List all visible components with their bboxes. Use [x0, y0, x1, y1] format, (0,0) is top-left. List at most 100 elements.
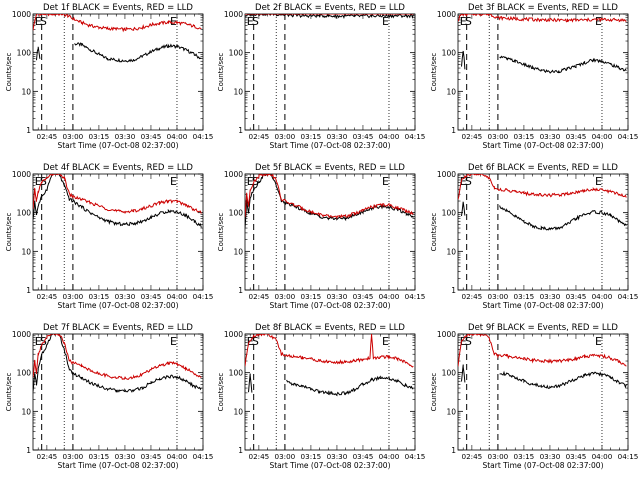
x-tick-label: 02:45: [249, 452, 270, 461]
y-axis-title: Counts/sec: [430, 53, 438, 92]
y-tick-label: 1: [26, 446, 31, 455]
y-axis-title: Counts/sec: [430, 373, 438, 412]
y-tick-label: 10: [446, 87, 456, 96]
lld-series-line: [458, 334, 627, 367]
x-tick-label: 03:00: [275, 292, 296, 301]
y-tick-label: 100: [17, 49, 32, 58]
x-tick-label: 03:00: [488, 452, 509, 461]
y-tick-label: 10: [446, 247, 456, 256]
x-tick-label: 03:45: [141, 452, 162, 461]
y-tick-label: 10: [233, 247, 243, 256]
y-tick-label: 1000: [437, 170, 456, 179]
event-marker-label: E: [35, 15, 42, 28]
event-marker-label: E: [595, 15, 602, 28]
x-tick-label: 03:15: [301, 452, 322, 461]
y-axis-title: Counts/sec: [5, 53, 13, 92]
event-marker-label: S: [252, 15, 259, 28]
x-tick-label: 03:15: [514, 452, 535, 461]
y-axis-title: Counts/sec: [430, 213, 438, 252]
y-axis-title: Counts/sec: [217, 213, 225, 252]
x-tick-label: 04:00: [167, 292, 188, 301]
y-tick-label: 10: [21, 247, 31, 256]
y-tick-label: 1: [451, 126, 456, 135]
y-tick-label: 1000: [437, 10, 456, 19]
x-axis-title: Start Time (07-Oct-08 02:37:00): [57, 141, 178, 150]
x-tick-label: 03:15: [301, 292, 322, 301]
y-tick-label: 100: [229, 49, 244, 58]
event-marker-label: E: [595, 175, 602, 188]
x-tick-label: 04:00: [592, 452, 613, 461]
event-marker-label: S: [40, 335, 47, 348]
y-tick-label: 1: [238, 446, 243, 455]
y-tick-label: 10: [233, 87, 243, 96]
x-tick-label: 03:15: [514, 292, 535, 301]
x-tick-label: 04:15: [405, 292, 426, 301]
x-axis-title: Start Time (07-Oct-08 02:37:00): [57, 301, 178, 310]
y-tick-label: 1: [26, 286, 31, 295]
panel-title: Det 7f BLACK = Events, RED = LLD: [43, 323, 193, 333]
detector-panel: Det 9f BLACK = Events, RED = LLD 1 10 100 10…: [430, 323, 638, 470]
plot-frame: [244, 13, 416, 131]
y-tick-label: 1000: [437, 330, 456, 339]
x-tick-label: 02:45: [462, 132, 483, 141]
panel-title: Det 8f BLACK = Events, RED = LLD: [255, 323, 405, 333]
y-tick-label: 100: [17, 369, 32, 378]
x-tick-label: 04:00: [167, 132, 188, 141]
panel-title: Det 9f BLACK = Events, RED = LLD: [468, 323, 618, 333]
x-tick-label: 03:30: [540, 132, 561, 141]
lld-series-line: [33, 14, 202, 33]
event-marker-label: E: [382, 175, 389, 188]
x-tick-label: 03:45: [353, 132, 374, 141]
panel-title: Det 2f BLACK = Events, RED = LLD: [255, 3, 405, 13]
event-marker-label: E: [170, 15, 177, 28]
x-tick-label: 04:15: [405, 132, 426, 141]
x-tick-label: 02:45: [462, 452, 483, 461]
x-axis-title: Start Time (07-Oct-08 02:37:00): [482, 301, 603, 310]
plot-frame: [32, 173, 204, 291]
y-tick-label: 100: [229, 369, 244, 378]
events-series-line: [248, 373, 414, 397]
x-tick-label: 04:00: [379, 292, 400, 301]
x-tick-label: 03:30: [540, 452, 561, 461]
x-axis-title: Start Time (07-Oct-08 02:37:00): [482, 141, 603, 150]
detector-panel: Det 8f BLACK = Events, RED = LLD 1 10 100 10…: [217, 323, 425, 470]
lld-series-line: [458, 174, 627, 200]
y-tick-label: 100: [442, 49, 457, 58]
event-marker-label: S: [465, 175, 472, 188]
x-tick-label: 02:45: [249, 132, 270, 141]
x-tick-label: 03:15: [301, 132, 322, 141]
x-tick-label: 03:45: [353, 292, 374, 301]
x-tick-label: 03:30: [327, 452, 348, 461]
y-tick-label: 10: [21, 87, 31, 96]
plot-frame: [32, 333, 204, 451]
lld-series-line: [245, 174, 414, 219]
event-marker-label: E: [595, 335, 602, 348]
x-tick-label: 02:45: [37, 292, 58, 301]
event-marker-label: E: [247, 175, 254, 188]
x-tick-label: 03:00: [488, 132, 509, 141]
x-tick-label: 03:15: [89, 292, 110, 301]
x-tick-label: 03:45: [141, 292, 162, 301]
lld-series-line: [33, 334, 202, 380]
event-marker-label: E: [460, 175, 467, 188]
event-marker-label: S: [465, 15, 472, 28]
x-tick-label: 02:45: [37, 452, 58, 461]
y-tick-label: 1: [238, 126, 243, 135]
x-tick-label: 04:00: [167, 452, 188, 461]
x-tick-label: 04:15: [618, 292, 639, 301]
x-tick-label: 03:30: [115, 452, 136, 461]
detector-panel: Det 5f BLACK = Events, RED = LLD 1 10 100 10…: [217, 163, 425, 310]
x-tick-label: 04:00: [592, 292, 613, 301]
x-tick-label: 03:45: [566, 452, 587, 461]
y-tick-label: 1: [238, 286, 243, 295]
y-tick-label: 1000: [224, 10, 243, 19]
plot-frame: [244, 333, 416, 451]
x-tick-label: 03:00: [488, 292, 509, 301]
y-tick-label: 1000: [224, 170, 243, 179]
panel-title: Det 3f BLACK = Events, RED = LLD: [468, 3, 618, 13]
event-marker-label: E: [460, 335, 467, 348]
x-tick-label: 03:45: [566, 132, 587, 141]
y-axis-title: Counts/sec: [217, 53, 225, 92]
panel-title: Det 5f BLACK = Events, RED = LLD: [255, 163, 405, 173]
event-marker-label: E: [170, 175, 177, 188]
